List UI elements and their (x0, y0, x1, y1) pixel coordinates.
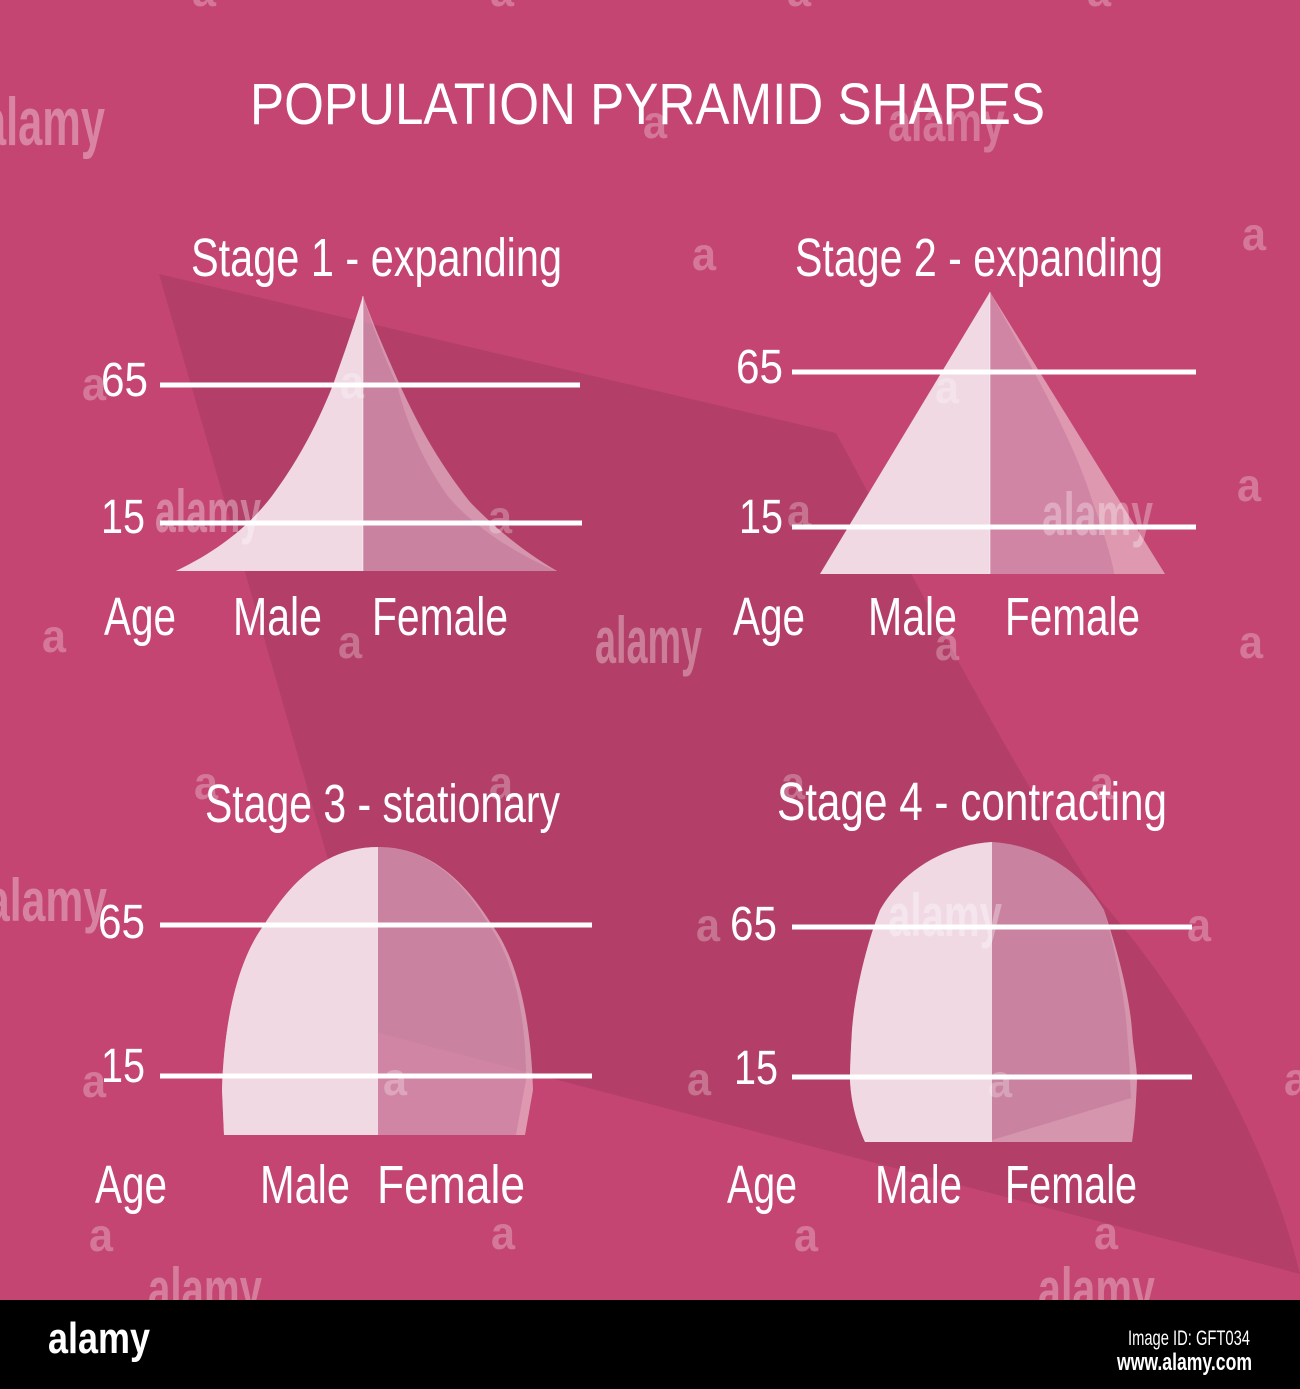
svg-text:Image ID: GFT034: Image ID: GFT034 (1128, 1327, 1250, 1350)
svg-text:a: a (1087, 0, 1111, 16)
svg-text:Age: Age (733, 587, 805, 647)
svg-text:a: a (787, 485, 811, 537)
svg-text:Age: Age (95, 1155, 167, 1215)
svg-text:a: a (490, 0, 514, 16)
svg-text:a: a (794, 1209, 818, 1261)
svg-text:Male: Male (868, 587, 957, 647)
svg-text:alamy: alamy (0, 84, 105, 160)
svg-text:a: a (383, 1053, 407, 1105)
svg-text:Male: Male (233, 587, 322, 647)
svg-text:a: a (488, 491, 512, 543)
svg-text:Stage 3 - stationary: Stage 3 - stationary (205, 774, 560, 834)
svg-text:a: a (194, 757, 218, 809)
svg-text:65: 65 (98, 896, 145, 949)
svg-text:Age: Age (727, 1155, 797, 1215)
svg-text:15: 15 (101, 1040, 145, 1093)
svg-text:a: a (1094, 1207, 1118, 1259)
svg-text:alamy: alamy (888, 882, 1002, 949)
svg-text:a: a (1242, 208, 1266, 260)
svg-text:a: a (643, 96, 667, 148)
svg-text:a: a (82, 358, 106, 410)
svg-text:POPULATION PYRAMID SHAPES: POPULATION PYRAMID SHAPES (250, 72, 1045, 137)
svg-text:15: 15 (739, 491, 783, 544)
svg-text:alamy: alamy (595, 603, 702, 677)
svg-text:a: a (1090, 757, 1114, 809)
svg-text:65: 65 (736, 341, 783, 394)
svg-text:alamy: alamy (888, 90, 1005, 153)
svg-text:alamy: alamy (0, 867, 107, 934)
svg-text:Stage 4 - contracting: Stage 4 - contracting (777, 772, 1167, 832)
svg-text:15: 15 (734, 1042, 778, 1095)
svg-text:a: a (1284, 1053, 1300, 1105)
svg-text:a: a (692, 228, 716, 280)
svg-text:Female: Female (372, 587, 508, 647)
svg-text:Female: Female (1005, 587, 1140, 647)
svg-text:a: a (340, 356, 364, 408)
svg-text:a: a (192, 0, 216, 16)
svg-text:a: a (42, 610, 66, 662)
svg-text:15: 15 (101, 491, 145, 544)
svg-text:Female: Female (1005, 1155, 1137, 1215)
svg-text:a: a (1239, 616, 1263, 668)
svg-text:a: a (338, 616, 362, 668)
svg-text:a: a (82, 1055, 106, 1107)
svg-text:alamy: alamy (155, 478, 261, 545)
svg-text:a: a (988, 1055, 1012, 1107)
svg-text:a: a (787, 0, 811, 16)
svg-text:Age: Age (104, 587, 176, 647)
svg-text:65: 65 (730, 898, 777, 951)
svg-text:a: a (935, 618, 959, 670)
svg-text:a: a (1187, 899, 1211, 951)
svg-text:Male: Male (875, 1155, 962, 1215)
svg-text:a: a (781, 757, 805, 809)
svg-text:a: a (935, 361, 959, 413)
svg-text:alamy: alamy (1042, 481, 1153, 548)
svg-text:a: a (489, 757, 513, 809)
svg-text:a: a (696, 899, 720, 951)
svg-text:alamy: alamy (48, 1314, 150, 1363)
svg-text:a: a (1237, 459, 1261, 511)
svg-text:a: a (89, 1209, 113, 1261)
svg-text:Female: Female (377, 1155, 525, 1215)
svg-text:Stage 1 - expanding: Stage 1 - expanding (191, 228, 562, 288)
svg-text:www.alamy.com: www.alamy.com (1116, 1349, 1252, 1376)
svg-text:65: 65 (101, 354, 148, 407)
svg-text:a: a (491, 1207, 515, 1259)
svg-text:a: a (687, 1053, 711, 1105)
svg-text:Male: Male (260, 1155, 350, 1215)
svg-text:Stage 2 - expanding: Stage 2 - expanding (795, 228, 1163, 288)
